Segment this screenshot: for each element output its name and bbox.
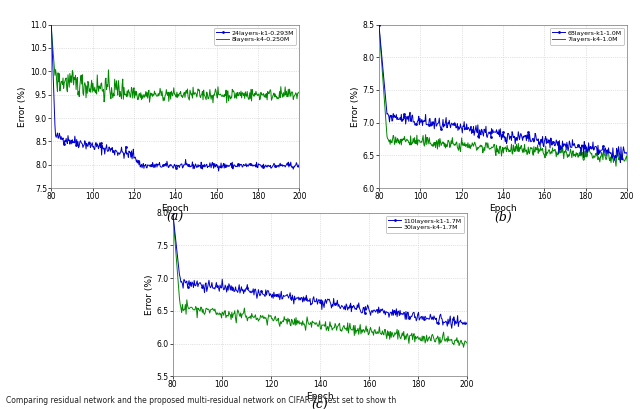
7layers-k4-1.0M [554, 152, 562, 157]
7layers-k4-1.0M [531, 149, 539, 154]
Legend: 110layers-k1-1.7M, 30layers-k4-1.7M: 110layers-k1-1.7M, 30layers-k4-1.7M [386, 216, 464, 233]
68layers-k1-1.0M [405, 119, 413, 124]
8layers-k4-0.250M [204, 92, 211, 97]
68layers-k1-1.0M [375, 22, 383, 27]
68layers-k1-1.0M [554, 139, 562, 144]
8layers-k4-0.250M [146, 100, 154, 105]
8layers-k4-0.250M [47, 25, 55, 29]
7layers-k4-1.0M [375, 22, 383, 27]
7layers-k4-1.0M [612, 164, 620, 169]
7layers-k4-1.0M [556, 147, 563, 152]
Line: 30layers-k4-1.7M: 30layers-k4-1.7M [173, 213, 467, 347]
8layers-k4-0.250M [227, 94, 235, 99]
Text: (a): (a) [166, 211, 184, 224]
24layers-k1-0.293M [146, 163, 154, 168]
30layers-k4-1.7M [285, 317, 293, 322]
Text: Comparing residual network and the proposed multi-residual network on CIFAR-10 t: Comparing residual network and the propo… [6, 396, 397, 405]
7layers-k4-1.0M [456, 146, 463, 151]
30layers-k4-1.7M [381, 327, 389, 332]
110layers-k1-1.7M [463, 321, 471, 326]
30layers-k4-1.7M [204, 307, 212, 312]
30layers-k4-1.7M [354, 326, 362, 331]
24layers-k1-0.293M [227, 161, 235, 166]
110layers-k1-1.7M [169, 210, 177, 215]
24layers-k1-0.293M [77, 140, 85, 145]
24layers-k1-0.293M [204, 165, 211, 170]
X-axis label: Epoch: Epoch [161, 204, 189, 213]
24layers-k1-0.293M [228, 160, 236, 165]
Line: 7layers-k4-1.0M: 7layers-k4-1.0M [379, 25, 627, 166]
110layers-k1-1.7M [381, 312, 389, 317]
110layers-k1-1.7M [285, 293, 293, 298]
30layers-k4-1.7M [265, 312, 273, 317]
110layers-k1-1.7M [265, 290, 273, 294]
68layers-k1-1.0M [556, 138, 563, 143]
8layers-k4-0.250M [209, 100, 217, 105]
30layers-k4-1.7M [383, 336, 390, 341]
8layers-k4-0.250M [77, 73, 85, 78]
24layers-k1-0.293M [128, 157, 136, 162]
7layers-k4-1.0M [623, 159, 631, 164]
8layers-k4-0.250M [228, 87, 236, 92]
30layers-k4-1.7M [460, 345, 467, 350]
68layers-k1-1.0M [531, 131, 539, 136]
24layers-k1-0.293M [296, 165, 303, 170]
30layers-k4-1.7M [169, 210, 177, 215]
8layers-k4-0.250M [296, 89, 303, 94]
Line: 68layers-k1-1.0M: 68layers-k1-1.0M [378, 24, 628, 163]
7layers-k4-1.0M [474, 147, 481, 152]
Legend: 68layers-k1-1.0M, 7layers-k4-1.0M: 68layers-k1-1.0M, 7layers-k4-1.0M [550, 28, 624, 45]
Y-axis label: Error (%): Error (%) [351, 86, 360, 127]
110layers-k1-1.7M [448, 326, 456, 331]
8layers-k4-0.250M [128, 87, 136, 92]
68layers-k1-1.0M [456, 126, 463, 130]
30layers-k4-1.7M [463, 341, 471, 346]
X-axis label: Epoch: Epoch [489, 204, 517, 213]
68layers-k1-1.0M [616, 160, 624, 165]
68layers-k1-1.0M [623, 152, 631, 157]
68layers-k1-1.0M [474, 130, 481, 135]
110layers-k1-1.7M [204, 281, 212, 286]
110layers-k1-1.7M [354, 305, 362, 310]
Text: (c): (c) [312, 399, 328, 409]
Legend: 24layers-k1-0.293M, 8layers-k4-0.250M: 24layers-k1-0.293M, 8layers-k4-0.250M [214, 28, 296, 45]
Line: 110layers-k1-1.7M: 110layers-k1-1.7M [172, 212, 468, 329]
Y-axis label: Error (%): Error (%) [19, 86, 28, 127]
Text: (b): (b) [494, 211, 512, 224]
110layers-k1-1.7M [383, 310, 390, 315]
24layers-k1-0.293M [47, 18, 55, 22]
Line: 8layers-k4-0.250M: 8layers-k4-0.250M [51, 27, 300, 103]
24layers-k1-0.293M [215, 169, 223, 173]
7layers-k4-1.0M [405, 140, 413, 145]
Line: 24layers-k1-0.293M: 24layers-k1-0.293M [51, 19, 300, 172]
Y-axis label: Error (%): Error (%) [145, 274, 154, 315]
X-axis label: Epoch: Epoch [306, 392, 334, 401]
